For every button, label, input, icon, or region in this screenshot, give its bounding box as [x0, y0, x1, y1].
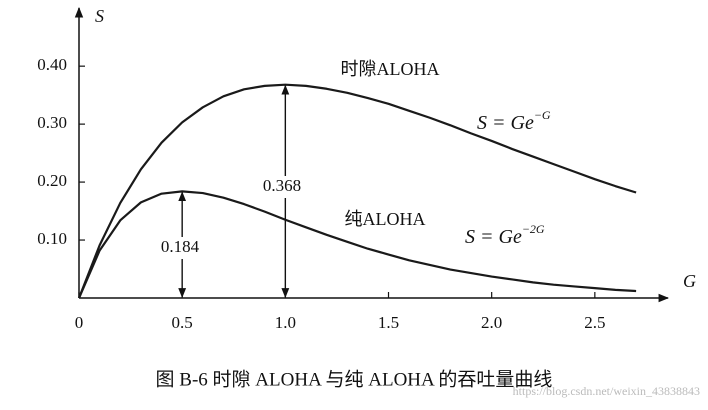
x-axis-label: G: [683, 271, 696, 291]
chart-title: 图 B-6 时隙 ALOHA 与纯 ALOHA 的吞吐量曲线: [156, 368, 553, 390]
y-axis-label: S: [95, 6, 104, 26]
peak-label: 0.184: [161, 237, 200, 256]
y-tick-label: 0.20: [37, 171, 67, 190]
formula-exponent: −2G: [522, 222, 545, 236]
y-tick-label: 0.30: [37, 113, 67, 132]
watermark: https://blog.csdn.net/weixin_43838843: [513, 384, 700, 398]
peak-label-bg: [257, 176, 307, 198]
x-tick-label: 1.5: [378, 313, 399, 332]
formula-text: S = Ge: [465, 226, 522, 248]
series-label: 时隙ALOHA: [341, 59, 440, 79]
peak-label-bg: [155, 237, 205, 259]
formula-exponent: −G: [534, 108, 551, 122]
series-line: [77, 83, 637, 299]
series-line: [77, 190, 637, 299]
peak-label: 0.368: [263, 176, 301, 195]
y-tick-label: 0.40: [37, 55, 67, 74]
y-tick-label: 0.10: [37, 229, 67, 248]
formula-text: S = Ge: [477, 112, 534, 134]
formula: S = Ge−2G: [465, 222, 545, 248]
series-label: 纯ALOHA: [345, 209, 426, 229]
x-tick-label: 0: [75, 313, 84, 332]
x-tick-label: 2.0: [481, 313, 502, 332]
formula: S = Ge−G: [477, 108, 551, 134]
x-tick-label: 0.5: [172, 313, 193, 332]
x-tick-label: 2.5: [584, 313, 605, 332]
x-tick-label: 1.0: [275, 313, 296, 332]
